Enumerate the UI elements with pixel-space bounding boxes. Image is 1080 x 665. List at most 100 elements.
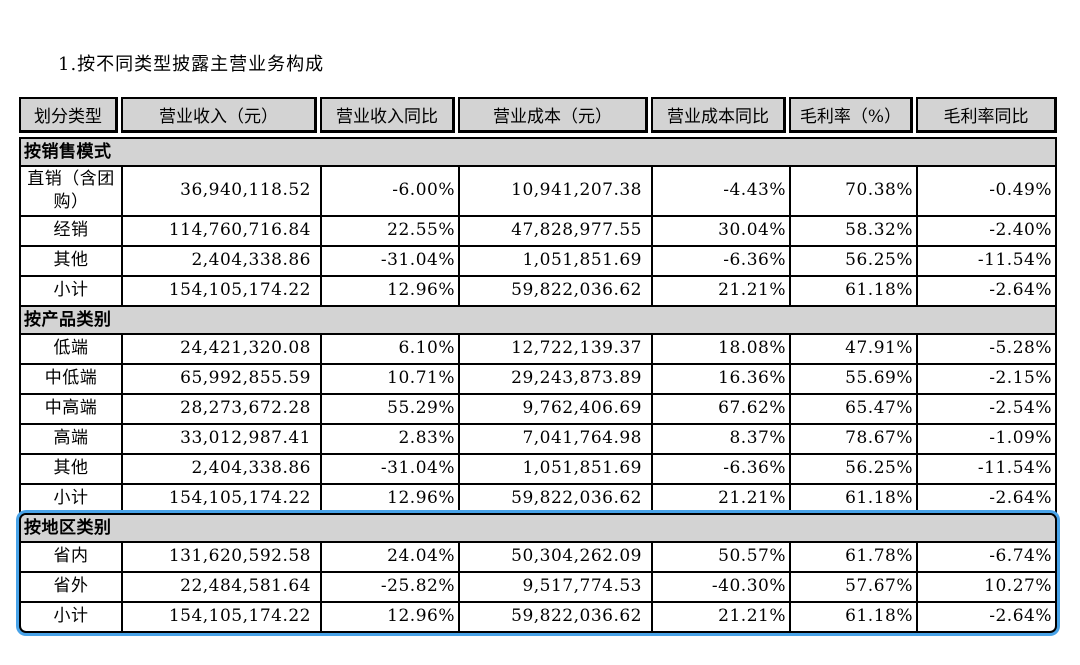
- value-cell: 154,105,174.22: [123, 276, 322, 305]
- value-cell: -6.00%: [322, 167, 460, 215]
- value-cell: -2.64%: [989, 488, 1052, 509]
- column-header: 营业成本同比: [651, 97, 786, 133]
- value-cell: -6.36%: [653, 454, 791, 483]
- column-header: 毛利率同比: [916, 97, 1057, 133]
- value-cell: 9,517,774.53: [460, 572, 653, 601]
- row-label-cell: 其他: [21, 246, 123, 275]
- value-cell: 47,828,977.55: [460, 216, 653, 245]
- value-cell: 6.10%: [322, 334, 460, 363]
- row-label-cell: 省外: [21, 572, 123, 601]
- column-header: 划分类型: [19, 97, 118, 133]
- column-header-wrap: 毛利率同比: [916, 97, 1057, 137]
- value-cell: 21.21%: [653, 484, 791, 513]
- value-cell: -31.04%: [322, 246, 460, 275]
- value-cell: 12.96%: [322, 484, 460, 513]
- value-cell: 154,105,174.22: [123, 602, 322, 631]
- value-cell: -4.43%: [653, 167, 791, 215]
- table-row: 省内 131,620,592.58 24.04% 50,304,262.09 50.57…: [21, 542, 1055, 573]
- column-header-wrap: 划分类型: [19, 97, 121, 137]
- column-header: 毛利率（%）: [789, 97, 913, 133]
- value-cell: -6.74%: [989, 546, 1052, 567]
- value-cell: 58.32%: [791, 216, 918, 245]
- table-row: 直销（含团购） 36,940,118.52 -6.00% 10,941,207.38-…: [21, 167, 1055, 217]
- row-label-cell: 低端: [21, 334, 123, 363]
- table-row: 低端 24,421,320.08 6.10% 12,722,139.37 18.08% 4…: [21, 334, 1055, 365]
- value-cell: -40.30%: [653, 572, 791, 601]
- value-cell: 50,304,262.09: [460, 542, 653, 571]
- value-cell: -2.15%: [989, 368, 1052, 389]
- row-label-cell: 直销（含团购）: [21, 167, 123, 215]
- value-cell: 22,484,581.64: [123, 572, 322, 601]
- value-cell: 67.62%: [653, 394, 791, 423]
- value-cell: 61.18%: [791, 276, 918, 305]
- value-cell: 61.18%: [791, 484, 918, 513]
- row-label-cell: 中高端: [21, 394, 123, 423]
- value-cell: 28,273,672.28: [123, 394, 322, 423]
- value-cell: -1.09%: [989, 428, 1052, 449]
- table-row: 省外 22,484,581.64 -25.82% 9,517,774.53 -40.30…: [21, 572, 1055, 603]
- value-cell: 154,105,174.22: [123, 484, 322, 513]
- value-cell: 36,940,118.52: [123, 167, 322, 215]
- value-cell: 9,762,406.69: [460, 394, 653, 423]
- value-cell: 59,822,036.62: [460, 484, 653, 513]
- column-header-wrap: 营业成本同比: [651, 97, 789, 137]
- value-cell: 30.04%: [653, 216, 791, 245]
- table-row: 经销 114,760,716.84 22.55% 47,828,977.55 30.04…: [21, 216, 1055, 247]
- value-cell: 1,051,851.69: [460, 454, 653, 483]
- value-cell: 65,992,855.59: [123, 364, 322, 393]
- value-cell: 61.18%: [791, 602, 918, 631]
- main-business-table: 划分类型 营业收入（元） 营业收入同比 营业成本（元） 营业成本同比 毛利率（%） 毛利率同…: [19, 97, 1057, 633]
- value-cell: 10.71%: [322, 364, 460, 393]
- value-cell: 12,722,139.37: [460, 334, 653, 363]
- value-cell: 50.57%: [653, 542, 791, 571]
- value-cell: 61.78%: [791, 542, 918, 571]
- value-cell: 7,041,764.98: [460, 424, 653, 453]
- value-cell: 59,822,036.62: [460, 602, 653, 631]
- row-label-cell: 高端: [21, 424, 123, 453]
- table-section-按地区类别: 按地区类别 省内 131,620,592.58 24.04% 50,304,262.09…: [19, 512, 1057, 633]
- value-cell: 21.21%: [653, 602, 791, 631]
- row-label-cell: 小计: [21, 602, 123, 631]
- value-cell: 22.55%: [322, 216, 460, 245]
- value-cell: 56.25%: [791, 246, 918, 275]
- value-cell: -2.54%: [989, 398, 1052, 419]
- table-row: 其他 2,404,338.86 -31.04% 1,051,851.69 -6.36% 5…: [21, 246, 1055, 277]
- column-header-wrap: 营业收入同比: [320, 97, 458, 137]
- section-header: 按销售模式: [21, 139, 1055, 167]
- value-cell: 33,012,987.41: [123, 424, 322, 453]
- value-cell: 16.36%: [653, 364, 791, 393]
- value-cell: 1,051,851.69: [460, 246, 653, 275]
- table-row: 小计 154,105,174.22 12.96% 59,822,036.62 21.21…: [21, 276, 1055, 305]
- value-cell: 8.37%: [653, 424, 791, 453]
- table-header-row: 划分类型 营业收入（元） 营业收入同比 营业成本（元） 营业成本同比 毛利率（%） 毛利率同…: [19, 97, 1057, 137]
- page-title: 1.按不同类型披露主营业务构成: [58, 54, 325, 75]
- table-section-按销售模式: 按销售模式 直销（含团购） 36,940,118.52 -6.00% 10,941,20…: [19, 137, 1057, 307]
- value-cell: 24.04%: [322, 542, 460, 571]
- table-row: 中高端 28,273,672.28 55.29% 9,762,406.69 67.62%…: [21, 394, 1055, 425]
- value-cell: 55.69%: [791, 364, 918, 393]
- value-cell: -2.64%: [989, 606, 1052, 627]
- table-row: 其他 2,404,338.86 -31.04% 1,051,851.69 -6.36% 5…: [21, 454, 1055, 485]
- column-header-wrap: 营业收入（元）: [121, 97, 320, 137]
- value-cell: 2,404,338.86: [123, 454, 322, 483]
- value-cell: -31.04%: [322, 454, 460, 483]
- column-header: 营业收入（元）: [121, 97, 317, 133]
- value-cell: -2.40%: [989, 220, 1052, 241]
- row-label-cell: 中低端: [21, 364, 123, 393]
- row-label-cell: 小计: [21, 484, 123, 513]
- value-cell: -2.64%: [989, 280, 1052, 301]
- value-cell: 57.67%: [791, 572, 918, 601]
- value-cell: 114,760,716.84: [123, 216, 322, 245]
- value-cell: 56.25%: [791, 454, 918, 483]
- value-cell: 10,941,207.38: [460, 167, 653, 215]
- row-label-cell: 省内: [21, 542, 123, 571]
- value-cell: -0.49%: [989, 180, 1052, 201]
- column-header-wrap: 毛利率（%）: [789, 97, 916, 137]
- column-header: 营业成本（元）: [458, 97, 648, 133]
- value-cell: 55.29%: [322, 394, 460, 423]
- value-cell: 29,243,873.89: [460, 364, 653, 393]
- value-cell: 24,421,320.08: [123, 334, 322, 363]
- value-cell: 70.38%: [791, 167, 918, 215]
- column-header-wrap: 营业成本（元）: [458, 97, 651, 137]
- row-label-cell: 经销: [21, 216, 123, 245]
